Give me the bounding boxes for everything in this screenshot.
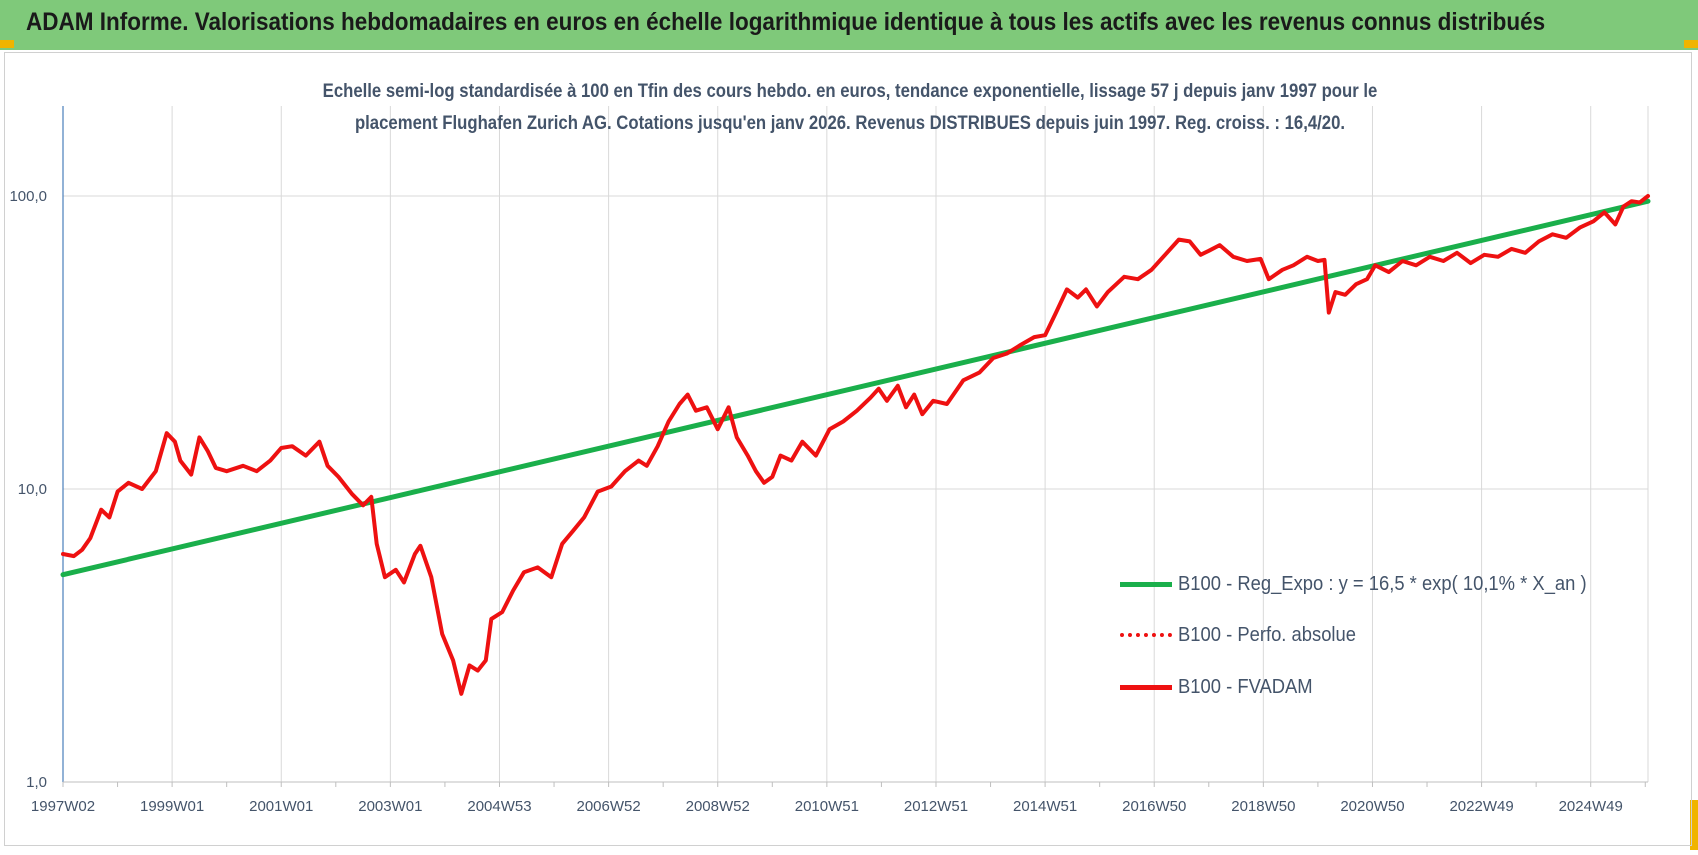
x-tick-label: 1999W01 — [140, 798, 204, 815]
x-tick-label: 2020W50 — [1340, 798, 1404, 815]
chart-title-line-2: placement Flughafen Zurich AG. Cotations… — [354, 113, 1346, 134]
legend-item-fvadam: B100 - FVADAM — [1120, 672, 1324, 702]
x-tick-label: 2001W01 — [249, 798, 313, 815]
x-tick-label: 2003W01 — [358, 798, 422, 815]
title-banner: ADAM Informe. Valorisations hebdomadaire… — [0, 0, 1698, 50]
x-tick-label: 1997W02 — [31, 798, 95, 815]
legend-item-regression: B100 - Reg_Expo : y = 16,5 * exp( 10,1% … — [1120, 569, 1622, 599]
x-tick-label: 2012W51 — [904, 798, 968, 815]
y-tick-label: 100,0 — [9, 188, 47, 205]
banner-title: ADAM Informe. Valorisations hebdomadaire… — [26, 8, 1546, 36]
corner-marker-top-right — [1684, 40, 1698, 48]
x-tick-label: 2014W51 — [1013, 798, 1077, 815]
legend-key-perf — [1120, 633, 1172, 637]
chart-title-line-1: Echelle semi-log standardisée à 100 en T… — [322, 81, 1378, 102]
x-tick-label: 2008W52 — [686, 798, 750, 815]
legend-label-fvadam: B100 - FVADAM — [1178, 675, 1313, 698]
x-tick-label: 2006W52 — [577, 798, 641, 815]
corner-marker-bottom-right — [1690, 800, 1698, 850]
chart-title: Echelle semi-log standardisée à 100 en T… — [234, 76, 1466, 140]
chart-frame — [4, 52, 1692, 846]
legend-key-fvadam — [1120, 684, 1172, 690]
legend-key-regression — [1120, 581, 1172, 587]
x-tick-label: 2016W50 — [1122, 798, 1186, 815]
y-tick-label: 1,0 — [26, 774, 47, 791]
legend-label-regression: B100 - Reg_Expo : y = 16,5 * exp( 10,1% … — [1178, 572, 1587, 595]
x-tick-label: 2018W50 — [1231, 798, 1295, 815]
series-line-regression — [60, 198, 1651, 578]
legend-item-perf: B100 - Perfo. absolue — [1120, 620, 1371, 650]
y-tick-label: 10,0 — [18, 481, 47, 498]
x-tick-label: 2024W49 — [1559, 798, 1623, 815]
series-line-fvadam — [61, 194, 1650, 696]
x-tick-label: 2004W53 — [467, 798, 531, 815]
legend-label-perf: B100 - Perfo. absolue — [1178, 623, 1356, 646]
x-tick-label: 2010W51 — [795, 798, 859, 815]
corner-marker-top-left — [0, 40, 14, 48]
x-tick-label: 2022W49 — [1449, 798, 1513, 815]
